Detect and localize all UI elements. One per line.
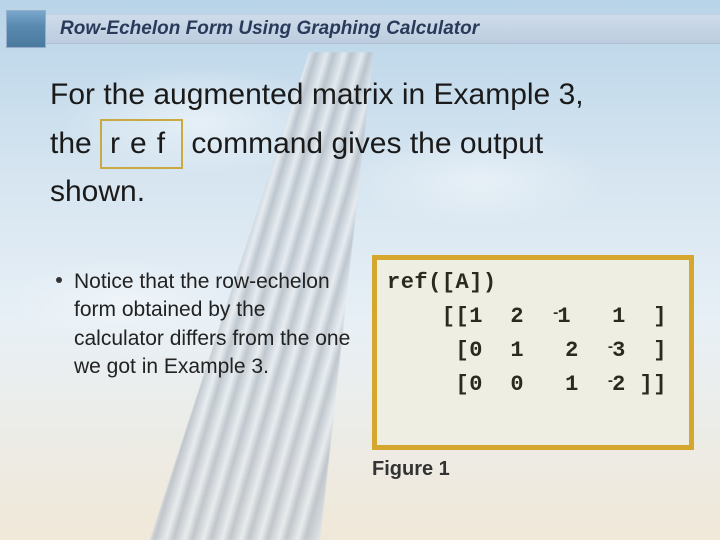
figure-caption: Figure 1 (372, 458, 694, 481)
figure: ref([A]) [[1 2 -1 1 ] [0 1 2 -3 ] [0 0 1… (372, 255, 694, 481)
body-line2a: the (50, 127, 100, 160)
body-text: For the augmented matrix in Example 3, t… (50, 72, 690, 216)
bullet-item: Notice that the row-echelon form obtaine… (74, 268, 354, 381)
calculator-screen: ref([A]) [[1 2 -1 1 ] [0 1 2 -3 ] [0 0 1… (372, 255, 694, 450)
header-thumbnail (6, 10, 46, 48)
slide: Row-Echelon Form Using Graphing Calculat… (0, 0, 720, 540)
bullet-dot-icon (56, 277, 62, 283)
body-line3: shown. (50, 175, 145, 208)
ref-command-box: ref (100, 119, 183, 170)
slide-header: Row-Echelon Form Using Graphing Calculat… (0, 10, 720, 48)
body-line1: For the augmented matrix in Example 3, (50, 78, 584, 111)
body-line2b: command gives the output (183, 127, 543, 160)
bullet-text: Notice that the row-echelon form obtaine… (74, 270, 350, 378)
header-bar: Row-Echelon Form Using Graphing Calculat… (46, 14, 720, 44)
slide-title: Row-Echelon Form Using Graphing Calculat… (60, 18, 479, 40)
